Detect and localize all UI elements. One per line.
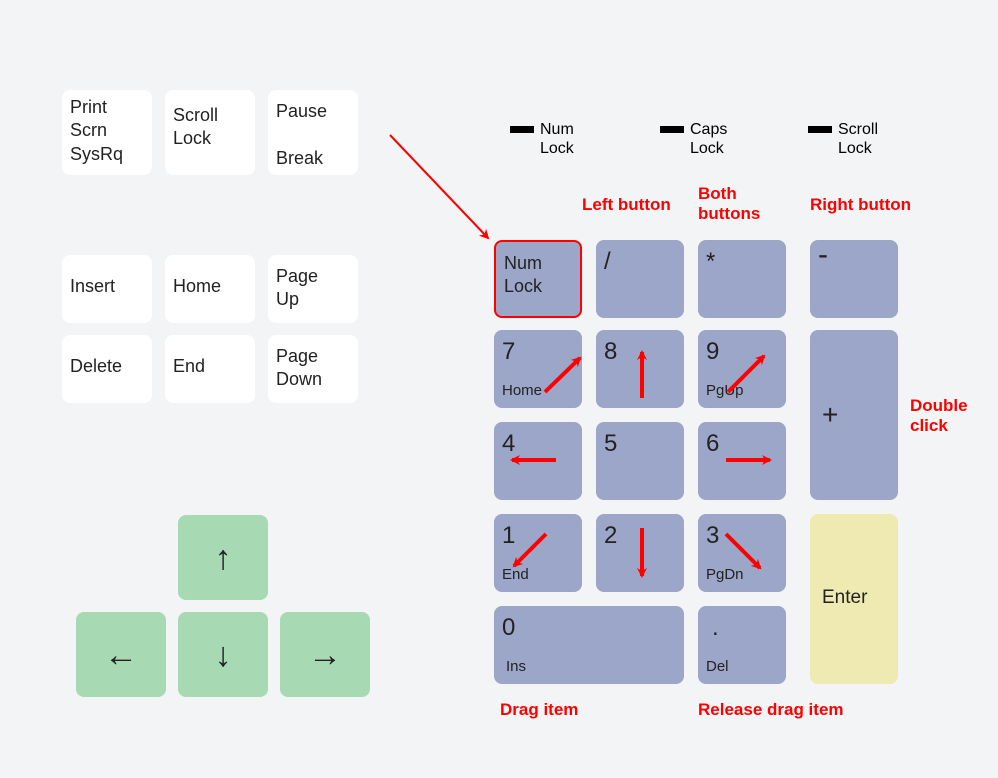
arrow-left-icon: ←: [104, 638, 138, 672]
label: 3: [706, 522, 719, 549]
label: Double: [910, 396, 968, 415]
key-2[interactable]: 2: [596, 514, 684, 592]
arrow-right-icon: →: [308, 638, 342, 672]
key-dot-del[interactable]: . Del: [698, 606, 786, 684]
sub-label: PgDn: [706, 565, 778, 585]
label: Up: [276, 289, 299, 309]
label: Scrn: [70, 120, 107, 140]
label: click: [910, 416, 948, 435]
led-indicator-icon: [510, 126, 534, 133]
label: Lock: [540, 140, 574, 157]
label: Lock: [504, 276, 542, 296]
key-1-end[interactable]: 1 End: [494, 514, 582, 592]
label: Down: [276, 369, 322, 389]
key-8[interactable]: 8: [596, 330, 684, 408]
label-release-drag: Release drag item: [698, 700, 844, 720]
label-left-button: Left button: [582, 195, 671, 215]
label: 9: [706, 338, 719, 365]
key-page-down[interactable]: Page Down: [268, 335, 358, 403]
label: End: [173, 356, 205, 376]
label: Num: [504, 253, 542, 273]
key-5[interactable]: 5: [596, 422, 684, 500]
label: 7: [502, 338, 515, 365]
label: 0: [502, 614, 515, 641]
label: .: [706, 614, 719, 641]
key-num-lock[interactable]: Num Lock: [494, 240, 582, 318]
sub-label: PgUp: [706, 381, 778, 401]
label: Enter: [822, 587, 867, 608]
led-num-lock: Num Lock: [510, 120, 574, 158]
label: Page: [276, 266, 318, 286]
key-home[interactable]: Home: [165, 255, 255, 323]
label-both-buttons: Both buttons: [698, 184, 760, 223]
key-multiply[interactable]: *: [698, 240, 786, 318]
key-plus[interactable]: +: [810, 330, 898, 500]
label: Caps: [690, 121, 727, 138]
label: Lock: [838, 140, 872, 157]
sub-label: Home: [502, 381, 574, 401]
key-4[interactable]: 4: [494, 422, 582, 500]
label: /: [604, 248, 611, 275]
key-3-pgdn[interactable]: 3 PgDn: [698, 514, 786, 592]
label: 8: [604, 338, 617, 365]
label-drag-item: Drag item: [500, 700, 578, 720]
label: Num: [540, 121, 574, 138]
key-arrow-right[interactable]: →: [280, 612, 370, 697]
led-scroll-lock: Scroll Lock: [808, 120, 878, 158]
key-scroll-lock[interactable]: Scroll Lock: [165, 90, 255, 175]
label: buttons: [698, 204, 760, 223]
key-end[interactable]: End: [165, 335, 255, 403]
key-arrow-up[interactable]: ↑: [178, 515, 268, 600]
label-right-button: Right button: [810, 195, 911, 215]
label: Pause: [276, 101, 327, 121]
label: Insert: [70, 276, 115, 296]
led-caps-lock: Caps Lock: [660, 120, 727, 158]
label: Lock: [690, 140, 724, 157]
label: *: [706, 248, 715, 275]
label-double-click: Double click: [910, 396, 968, 437]
key-page-up[interactable]: Page Up: [268, 255, 358, 323]
key-pause-break[interactable]: Pause Break: [268, 90, 358, 175]
led-indicator-icon: [808, 126, 832, 133]
sub-label: Ins: [502, 657, 676, 677]
label: 6: [706, 430, 719, 457]
key-divide[interactable]: /: [596, 240, 684, 318]
label: Home: [173, 276, 221, 296]
label: Scroll: [173, 105, 218, 125]
key-print-screen[interactable]: Print Scrn SysRq: [62, 90, 152, 175]
sub-label: End: [502, 565, 574, 585]
key-9-pgup[interactable]: 9 PgUp: [698, 330, 786, 408]
arrow-up-icon: ↑: [215, 541, 232, 575]
key-delete[interactable]: Delete: [62, 335, 152, 403]
label: SysRq: [70, 144, 123, 164]
label: Both: [698, 184, 737, 203]
label: 4: [502, 430, 515, 457]
label: 2: [604, 522, 617, 549]
key-6[interactable]: 6: [698, 422, 786, 500]
arrow-down-icon: ↓: [215, 638, 232, 672]
sub-label: Del: [706, 657, 778, 677]
key-arrow-left[interactable]: ←: [76, 612, 166, 697]
label: Delete: [70, 356, 122, 376]
key-minus[interactable]: -: [810, 240, 898, 318]
label: 1: [502, 522, 515, 549]
label: +: [822, 397, 838, 433]
key-0-ins[interactable]: 0 Ins: [494, 606, 684, 684]
label: Print: [70, 97, 107, 117]
key-7-home[interactable]: 7 Home: [494, 330, 582, 408]
label: Page: [276, 346, 318, 366]
key-enter[interactable]: Enter: [810, 514, 898, 684]
key-arrow-down[interactable]: ↓: [178, 612, 268, 697]
key-insert[interactable]: Insert: [62, 255, 152, 323]
led-indicator-icon: [660, 126, 684, 133]
label: Break: [276, 148, 323, 168]
label: Lock: [173, 128, 211, 148]
label: -: [818, 238, 828, 271]
label: 5: [604, 430, 617, 457]
label: Scroll: [838, 121, 878, 138]
